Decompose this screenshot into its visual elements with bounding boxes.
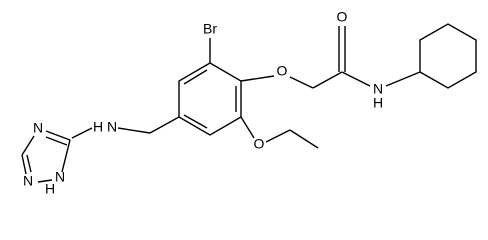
atom-label: O — [254, 136, 265, 152]
atom-label: O — [277, 63, 288, 79]
atom-label: O — [337, 9, 348, 25]
atom-hydrogen: H — [373, 95, 383, 111]
atom-label: Br — [203, 21, 217, 37]
molecule: Br O O N H O N H N N N H — [21, 9, 477, 197]
atom-label: N — [33, 120, 43, 136]
bonds — [21, 23, 477, 183]
atom-labels: Br O O N H O N H N N N H — [23, 9, 383, 197]
atom-label: N — [107, 119, 117, 135]
atom-label: N — [23, 173, 33, 189]
atom-label: N — [373, 81, 383, 97]
atom-label: N — [55, 169, 65, 185]
atom-hydrogen: H — [45, 181, 55, 197]
atom-hydrogen: H — [93, 119, 103, 135]
